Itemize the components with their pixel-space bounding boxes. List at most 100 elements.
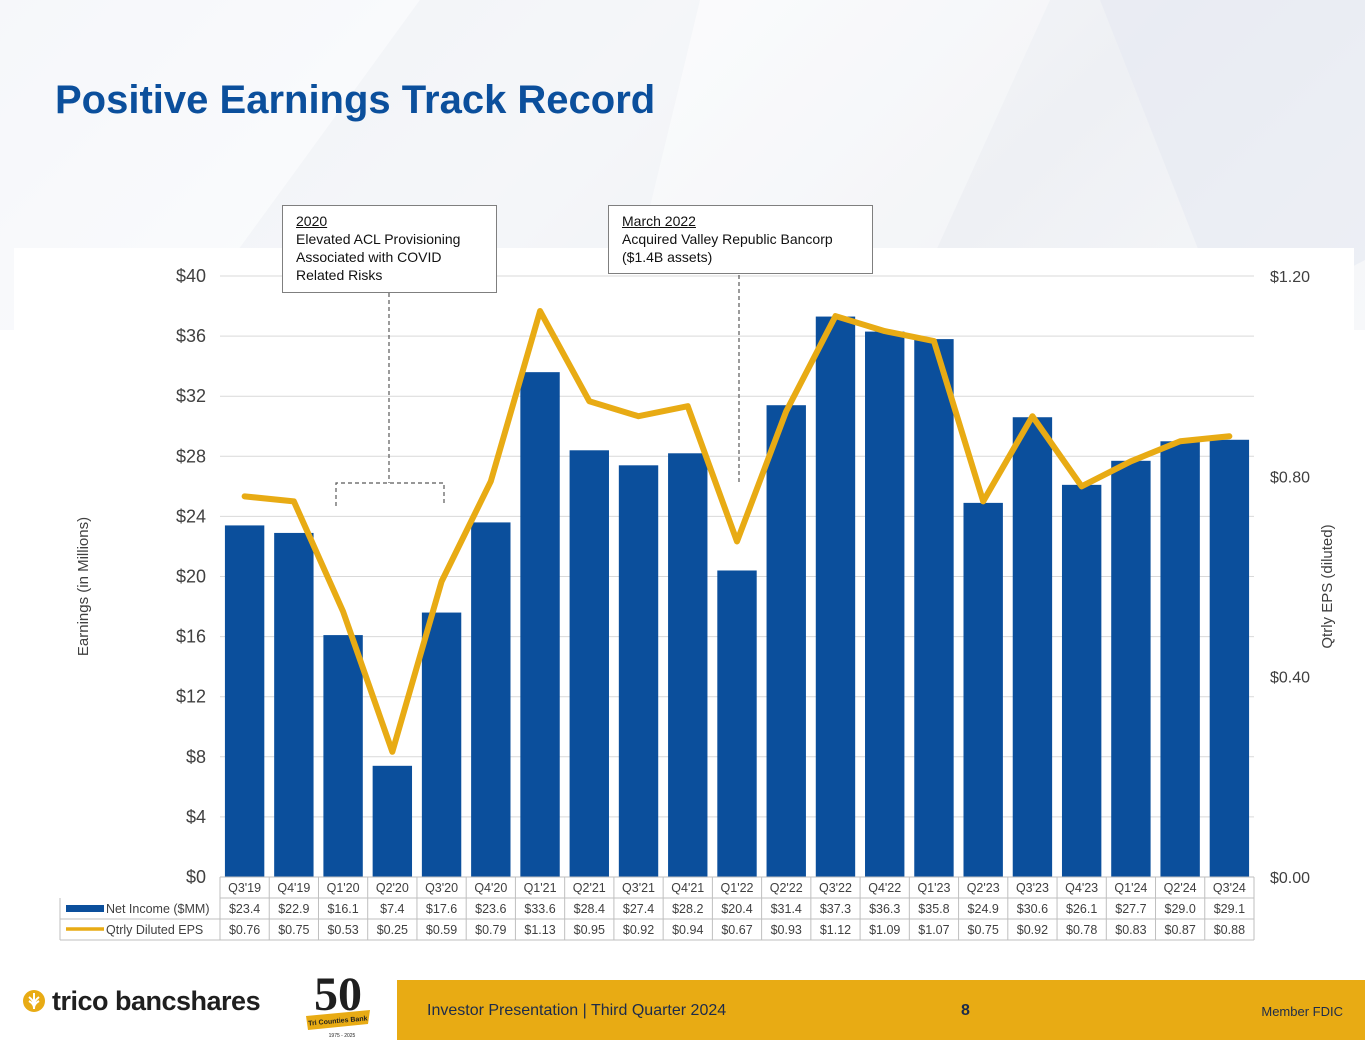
y2-tick-label: $0.00 xyxy=(1270,870,1310,887)
y-tick-label: $16 xyxy=(176,627,206,647)
x-tick-label: Q4'21 xyxy=(671,881,704,895)
table-cell-eps: $0.75 xyxy=(968,923,999,937)
table-cell-net-income: $16.1 xyxy=(327,902,358,916)
x-tick-label: Q4'22 xyxy=(868,881,901,895)
x-tick-label: Q4'19 xyxy=(277,881,310,895)
table-cell-net-income: $29.0 xyxy=(1165,902,1196,916)
x-tick-label: Q3'22 xyxy=(819,881,852,895)
x-tick-label: Q2'24 xyxy=(1164,881,1197,895)
bar-net-income xyxy=(372,765,413,877)
x-tick-label: Q3'20 xyxy=(425,881,458,895)
anniversary-years: 1975 - 2025 xyxy=(329,1033,356,1039)
table-cell-eps: $0.79 xyxy=(475,923,506,937)
bar-net-income xyxy=(224,525,265,877)
table-cell-net-income: $7.4 xyxy=(380,902,404,916)
x-tick-label: Q1'20 xyxy=(327,881,360,895)
eps-point xyxy=(931,339,936,344)
eps-point xyxy=(341,609,346,614)
page-title: Positive Earnings Track Record xyxy=(55,78,656,122)
bar-net-income xyxy=(717,570,757,877)
table-cell-net-income: $27.4 xyxy=(623,902,654,916)
table-cell-net-income: $33.6 xyxy=(524,902,555,916)
table-cell-eps: $1.12 xyxy=(820,923,851,937)
y-tick-label: $12 xyxy=(176,687,206,707)
table-cell-eps: $0.93 xyxy=(771,923,802,937)
bar-net-income xyxy=(914,339,954,878)
table-cell-eps: $0.83 xyxy=(1115,923,1146,937)
table-cell-net-income: $36.3 xyxy=(869,902,900,916)
y-tick-label: $32 xyxy=(176,386,206,406)
table-cell-net-income: $20.4 xyxy=(721,902,752,916)
table-cell-eps: $0.92 xyxy=(1017,923,1048,937)
table-cell-eps: $0.53 xyxy=(327,923,358,937)
page-number: 8 xyxy=(961,1002,970,1019)
bar-net-income xyxy=(1012,417,1053,877)
eps-point xyxy=(735,539,739,544)
eps-point xyxy=(488,479,493,484)
bar-net-income xyxy=(471,522,511,877)
table-cell-net-income: $17.6 xyxy=(426,902,457,916)
presentation-label: Investor Presentation | Third Quarter 20… xyxy=(427,1002,727,1019)
bar-net-income xyxy=(1061,484,1102,877)
y2-tick-label: $0.40 xyxy=(1270,670,1310,687)
table-cell-net-income: $28.4 xyxy=(574,902,605,916)
y-tick-label: $20 xyxy=(176,567,206,587)
eps-point xyxy=(685,404,690,409)
table-cell-net-income: $28.2 xyxy=(672,902,703,916)
x-tick-label: Q3'21 xyxy=(622,881,655,895)
table-cell-net-income: $29.1 xyxy=(1214,902,1245,916)
x-tick-label: Q2'20 xyxy=(376,881,409,895)
eps-point xyxy=(833,314,838,319)
bar-net-income xyxy=(274,532,314,877)
table-cell-net-income: $23.6 xyxy=(475,902,506,916)
eps-point xyxy=(242,494,247,499)
wheat-icon xyxy=(23,990,45,1012)
y2-axis-title: Qtrly EPS (diluted) xyxy=(1319,524,1336,648)
eps-point xyxy=(981,499,986,504)
eps-point xyxy=(1128,459,1133,464)
eps-point xyxy=(882,329,887,334)
callout-2020-line: Elevated ACL Provisioning xyxy=(296,231,461,247)
callout-2022-line: Acquired Valley Republic Bancorp xyxy=(622,231,833,247)
eps-point xyxy=(1178,439,1183,444)
eps-point xyxy=(1030,414,1035,419)
callout-2020: 2020 Elevated ACL Provisioning Associate… xyxy=(282,205,497,293)
eps-point xyxy=(636,414,641,419)
bar-net-income xyxy=(815,316,856,877)
callout-2020-heading: 2020 xyxy=(296,213,328,229)
eps-point xyxy=(538,309,543,314)
table-cell-net-income: $30.6 xyxy=(1017,902,1048,916)
eps-point xyxy=(1079,484,1084,489)
table-cell-eps: $0.87 xyxy=(1165,923,1196,937)
table-cell-eps: $1.07 xyxy=(918,923,949,937)
callout-2022-heading: March 2022 xyxy=(622,213,696,229)
y-axis-title: Earnings (in Millions) xyxy=(75,517,92,656)
x-tick-label: Q4'23 xyxy=(1065,881,1098,895)
eps-point xyxy=(291,499,296,504)
trico-logo: trico bancshares xyxy=(22,983,261,1019)
bar-net-income xyxy=(963,502,1003,877)
y-tick-label: $0 xyxy=(186,867,206,887)
footer-bar: Investor Presentation | Third Quarter 20… xyxy=(397,980,1365,1040)
y-tick-label: $40 xyxy=(176,266,206,286)
eps-point xyxy=(390,749,395,754)
x-tick-label: Q1'21 xyxy=(524,881,557,895)
table-cell-eps: $0.76 xyxy=(229,923,260,937)
table-cell-net-income: $27.7 xyxy=(1115,902,1146,916)
y-tick-label: $24 xyxy=(176,506,206,526)
callout-2020-line: Related Risks xyxy=(296,267,383,283)
table-cell-net-income: $23.4 xyxy=(229,902,260,916)
table-cell-eps: $1.09 xyxy=(869,923,900,937)
x-tick-label: Q1'23 xyxy=(917,881,950,895)
y-tick-label: $28 xyxy=(176,446,206,466)
eps-point xyxy=(784,409,789,414)
x-tick-label: Q4'20 xyxy=(474,881,507,895)
bar-net-income xyxy=(668,453,708,877)
bar-net-income xyxy=(618,465,659,877)
eps-point xyxy=(1227,434,1232,439)
logo-text: trico bancshares xyxy=(52,985,261,1016)
y2-tick-label: $1.20 xyxy=(1270,269,1310,286)
table-cell-net-income: $37.3 xyxy=(820,902,851,916)
bar-net-income xyxy=(1209,439,1250,877)
y-tick-label: $8 xyxy=(186,747,206,767)
